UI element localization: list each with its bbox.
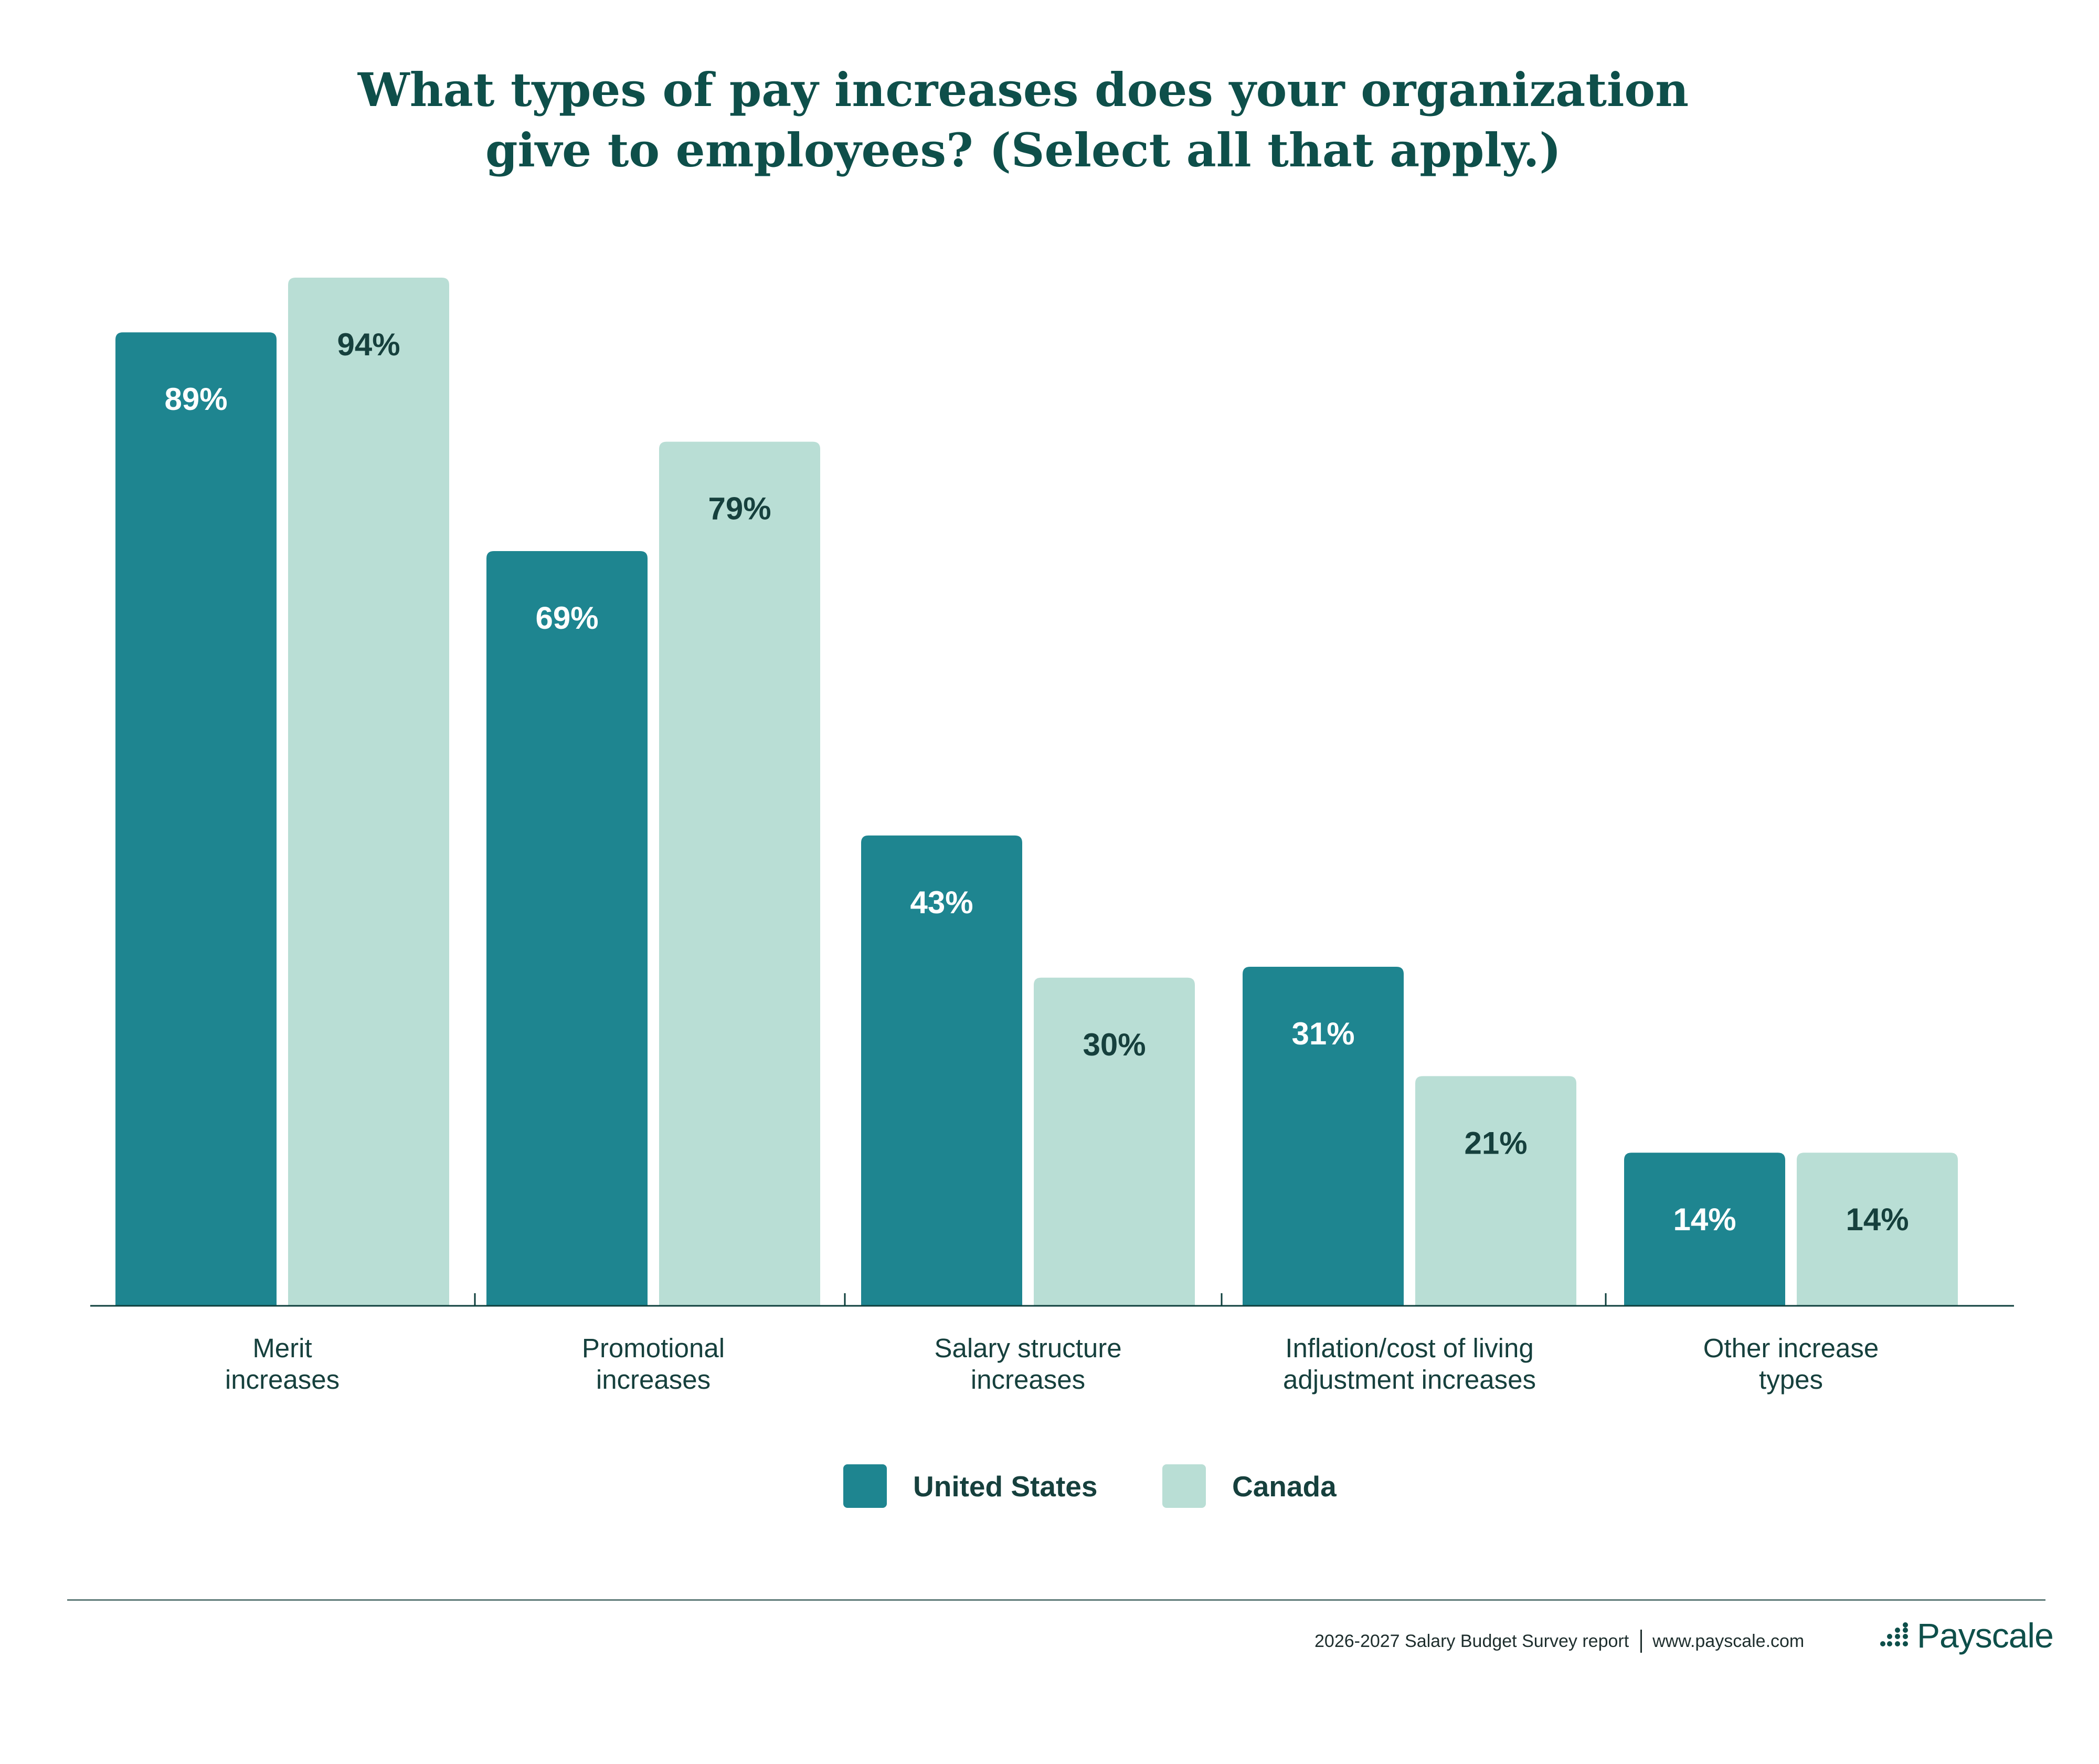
payscale-logo: Payscale (1880, 1615, 2054, 1655)
value-label-salary-structure-increases-united-states: 43% (910, 885, 973, 920)
bar-salary-structure-increases-canada (1034, 977, 1195, 1306)
bar-salary-structure-increases-united-states (861, 835, 1022, 1306)
category-label-salary-structure-increases: Salary structure increases (934, 1333, 1121, 1395)
category-label-line-1: Promotional (582, 1333, 725, 1363)
legend-item-canada: Canada (1162, 1464, 1337, 1508)
bars-layer (115, 278, 1958, 1306)
bar-merit-increases-united-states (115, 332, 277, 1306)
category-label-line-1: Other increase (1703, 1333, 1879, 1363)
footer-separator (1640, 1630, 1642, 1653)
legend-swatch-canada (1162, 1464, 1206, 1508)
value-label-other-increase-types-united-states: 14% (1673, 1202, 1736, 1237)
bar-promotional-increases-canada (659, 441, 820, 1306)
value-label-other-increase-types-canada: 14% (1846, 1202, 1909, 1237)
category-label-line-2: increases (596, 1365, 711, 1395)
legend-item-united-states: United States (843, 1464, 1097, 1508)
x-axis-ticks (474, 1293, 1607, 1306)
category-label-inflation-cost-of-living-adjustment-increases: Inflation/cost of living adjustment incre… (1283, 1333, 1536, 1395)
value-label-merit-increases-united-states: 89% (164, 382, 227, 417)
value-label-promotional-increases-canada: 79% (708, 491, 771, 526)
value-label-promotional-increases-united-states: 69% (535, 600, 598, 636)
payscale-wordmark: Payscale (1917, 1616, 2054, 1655)
legend-label-canada: Canada (1232, 1470, 1337, 1503)
category-label-line-2: adjustment increases (1283, 1365, 1536, 1395)
category-label-merit-increases: Merit increases (225, 1333, 340, 1395)
value-label-salary-structure-increases-canada: 30% (1083, 1027, 1146, 1062)
value-label-merit-increases-canada: 94% (337, 327, 400, 362)
chart-title-line-1: What types of pay increases does your or… (357, 62, 1689, 117)
payscale-dots-icon (1880, 1622, 1908, 1646)
footer-report-name: 2026-2027 Salary Budget Survey report (1314, 1631, 1629, 1651)
category-label-line-2: types (1759, 1365, 1823, 1395)
chart-title-line-2: give to employees? (Select all that appl… (485, 122, 1562, 177)
bar-other-increase-types-canada (1797, 1153, 1958, 1306)
chart-title: What types of pay increases does your or… (0, 60, 2047, 181)
bar-merit-increases-canada (288, 278, 449, 1306)
category-label-promotional-increases: Promotional increases (582, 1333, 725, 1395)
bar-promotional-increases-united-states (486, 551, 648, 1306)
category-label-line-1: Salary structure (934, 1333, 1121, 1363)
category-label-line-2: increases (225, 1365, 340, 1395)
footer-website-link[interactable]: www.payscale.com (1652, 1631, 1805, 1651)
bar-chart: 89%94%69%79%43%30% 31%21%14% 14% Merit incr… (90, 278, 2014, 1395)
value-label-inflation-cost-of-living-adjustment-increases-canada: 21% (1464, 1125, 1527, 1160)
footer: 2026-2027 Salary Budget Survey report ww… (1314, 1630, 1804, 1653)
legend: United States Canada (0, 1464, 2099, 1512)
legend-swatch-united-states (843, 1464, 887, 1508)
category-label-line-2: increases (971, 1365, 1085, 1395)
value-label-inflation-cost-of-living-adjustment-increases-united-states: 31% (1291, 1016, 1354, 1051)
legend-label-united-states: United States (913, 1470, 1098, 1503)
footer-divider (67, 1599, 2045, 1601)
bar-other-increase-types-united-states (1624, 1153, 1785, 1306)
category-label-line-1: Merit (252, 1333, 312, 1363)
category-label-line-1: Inflation/cost of living (1285, 1333, 1533, 1363)
bar-inflation-cost-of-living-adjustment-increases-united-states (1243, 966, 1404, 1306)
bar-inflation-cost-of-living-adjustment-increases-canada (1415, 1076, 1576, 1306)
category-label-other-increase-types: Other increase types (1703, 1333, 1879, 1395)
value-labels-layer: 89% 94% 69% 79% 43% 30% 31% 21% 14% 14% (164, 327, 1909, 1237)
